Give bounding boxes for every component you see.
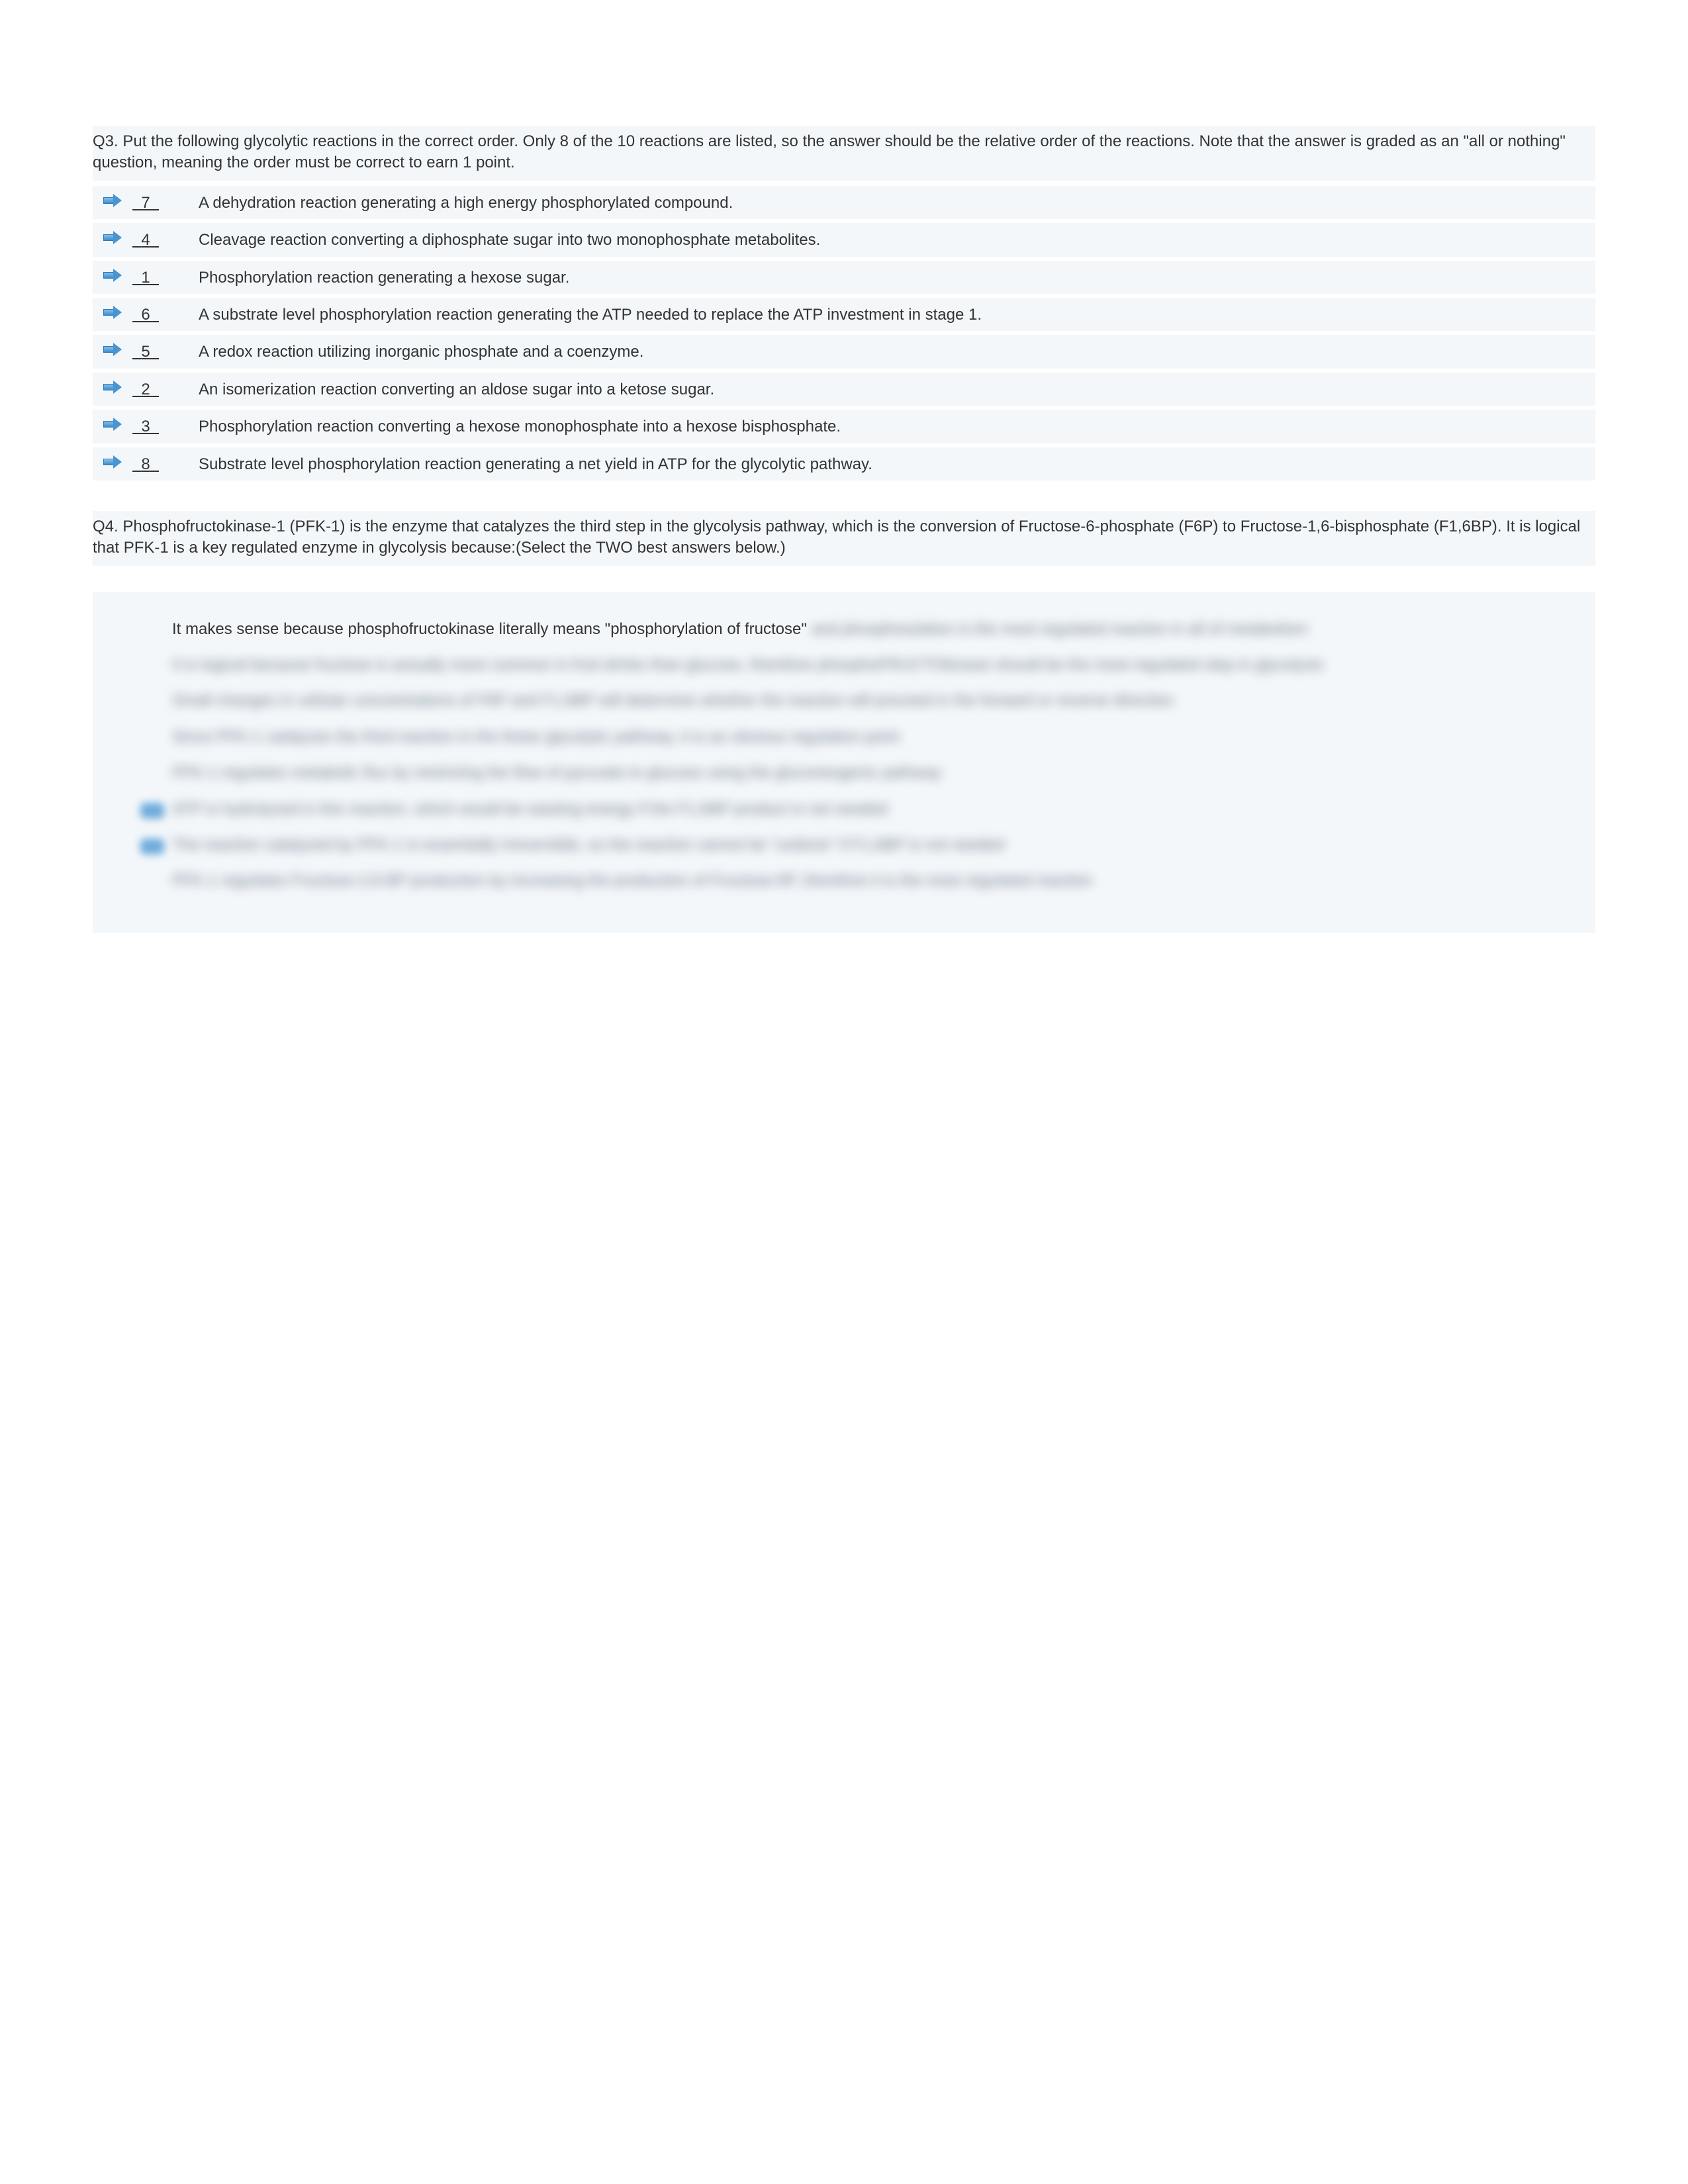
q3-item-text: Cleavage reaction converting a diphospha…: [199, 228, 1587, 251]
q3-item-text: A substrate level phosphorylation reacti…: [199, 303, 1587, 326]
check-icon: [132, 870, 172, 874]
question-4: Q4. Phosphofructokinase-1 (PFK-1) is the…: [93, 511, 1595, 933]
q3-text: Put the following glycolytic reactions i…: [93, 132, 1566, 171]
q4-label: Q4.: [93, 518, 118, 535]
q3-item: 1 Phosphorylation reaction generating a …: [93, 261, 1595, 294]
q4-answer-text: Small changes in cellular concentrations…: [172, 690, 1556, 711]
arrow-icon: [93, 228, 132, 244]
check-icon: [132, 835, 172, 854]
arrow-icon: [93, 453, 132, 469]
check-icon: [132, 619, 172, 623]
q3-item: 4 Cleavage reaction converting a diphosp…: [93, 223, 1595, 256]
q4-answer-option[interactable]: It makes sense because phosphofructokina…: [179, 619, 1556, 640]
q4-answer-option[interactable]: PFK-1 regulates metabolic flux by restri…: [179, 762, 1556, 784]
check-icon: [132, 727, 172, 731]
q4-answer-text: PFK-1 regulates metabolic flux by restri…: [172, 762, 1556, 784]
q4-header: Q4. Phosphofructokinase-1 (PFK-1) is the…: [93, 511, 1595, 566]
q4-answer-text: The reaction catalyzed by PFK-1 is essen…: [172, 835, 1556, 856]
q4-answer-text: Since PFK-1 catalyzes the third reaction…: [172, 727, 1556, 748]
arrow-icon: [93, 415, 132, 431]
q3-item-text: Substrate level phosphorylation reaction…: [199, 453, 1587, 475]
q3-item-text: A redox reaction utilizing inorganic pho…: [199, 340, 1587, 363]
arrow-icon: [93, 266, 132, 282]
q3-item-text: Phosphorylation reaction converting a he…: [199, 415, 1587, 437]
q4-answer-text: It makes sense because phosphofructokina…: [172, 619, 1556, 640]
check-icon: [132, 762, 172, 766]
q3-item: 5 A redox reaction utilizing inorganic p…: [93, 335, 1595, 368]
q4-answer-option[interactable]: The reaction catalyzed by PFK-1 is essen…: [179, 835, 1556, 856]
check-icon: [132, 690, 172, 694]
arrow-icon: [93, 340, 132, 356]
q4-answer-text: PFK-1 regulates Fructose-2,6-BP producti…: [172, 870, 1556, 891]
q3-header: Q3. Put the following glycolytic reactio…: [93, 126, 1595, 181]
q4-answer-option[interactable]: It is logical because fructose is actual…: [179, 655, 1556, 676]
q3-item: 2 An isomerization reaction converting a…: [93, 373, 1595, 406]
q4-answer-option[interactable]: ATP is hydrolyzed in this reaction, whic…: [179, 799, 1556, 820]
q3-item-text: A dehydration reaction generating a high…: [199, 191, 1587, 214]
q3-item-list: 7 A dehydration reaction generating a hi…: [93, 186, 1595, 484]
arrow-icon: [93, 303, 132, 319]
q4-answer-list: It makes sense because phosphofructokina…: [93, 592, 1595, 933]
q4-answer-text: It is logical because fructose is actual…: [172, 655, 1556, 676]
q3-item-number: 7: [132, 191, 199, 214]
q3-item-number: 1: [132, 266, 199, 289]
q3-item: 7 A dehydration reaction generating a hi…: [93, 186, 1595, 219]
q3-item-number: 5: [132, 340, 199, 363]
q4-answer-text: ATP is hydrolyzed in this reaction, whic…: [172, 799, 1556, 820]
q3-item-number: 4: [132, 228, 199, 251]
q3-item: 3 Phosphorylation reaction converting a …: [93, 410, 1595, 443]
q3-item-text: Phosphorylation reaction generating a he…: [199, 266, 1587, 289]
q3-item-number: 3: [132, 415, 199, 437]
check-icon: [132, 799, 172, 819]
q3-item: 6 A substrate level phosphorylation reac…: [93, 298, 1595, 331]
q3-item-number: 2: [132, 378, 199, 400]
q3-label: Q3.: [93, 132, 118, 150]
q3-item-number: 8: [132, 453, 199, 475]
q4-answer-option[interactable]: Small changes in cellular concentrations…: [179, 690, 1556, 711]
question-3: Q3. Put the following glycolytic reactio…: [93, 126, 1595, 484]
q4-text: Phosphofructokinase-1 (PFK-1) is the enz…: [93, 518, 1580, 557]
arrow-icon: [93, 378, 132, 394]
q3-item-text: An isomerization reaction converting an …: [199, 378, 1587, 400]
check-icon: [132, 655, 172, 659]
q3-item: 8 Substrate level phosphorylation reacti…: [93, 447, 1595, 480]
q4-answer-option[interactable]: Since PFK-1 catalyzes the third reaction…: [179, 727, 1556, 748]
arrow-icon: [93, 191, 132, 207]
q3-item-number: 6: [132, 303, 199, 326]
q4-answer-option[interactable]: PFK-1 regulates Fructose-2,6-BP producti…: [179, 870, 1556, 891]
